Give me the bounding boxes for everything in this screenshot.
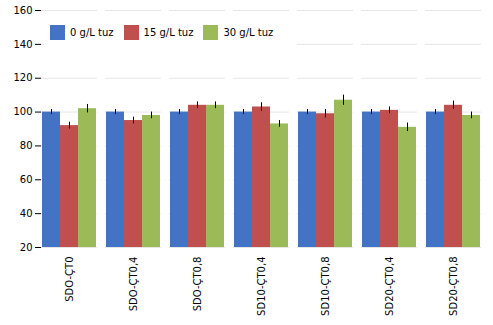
svg-text:140: 140 [13,39,32,50]
svg-text:160: 160 [13,5,32,16]
html-text:30 g/L tuz: 30 g/L tuz [223,27,274,38]
svg-text:100: 100 [13,106,32,117]
svg-text:20: 20 [20,242,33,253]
svg-text:80: 80 [20,140,33,151]
svg-text:SD10-ÇT0,8: SD10-ÇT0,8 [320,257,331,316]
svg-text:SD20-ÇT0,4: SD20-ÇT0,4 [384,257,395,316]
svg-text:40: 40 [20,208,33,219]
svg-text:60: 60 [20,174,33,185]
svg-text:SD10-ÇT0,4: SD10-ÇT0,4 [256,257,267,316]
svg-text:SDO-ÇT0,4: SDO-ÇT0,4 [128,257,139,312]
html-text:15 g/L tuz: 15 g/L tuz [143,27,194,38]
svg-text:SDO-ÇT0: SDO-ÇT0 [64,257,75,302]
svg-text:SDO-ÇT0,8: SDO-ÇT0,8 [192,257,203,312]
svg-text:SD20-ÇT0,8: SD20-ÇT0,8 [448,257,459,316]
html-text:0 g/L tuz: 0 g/L tuz [70,27,114,38]
svg-text:120: 120 [13,72,32,83]
